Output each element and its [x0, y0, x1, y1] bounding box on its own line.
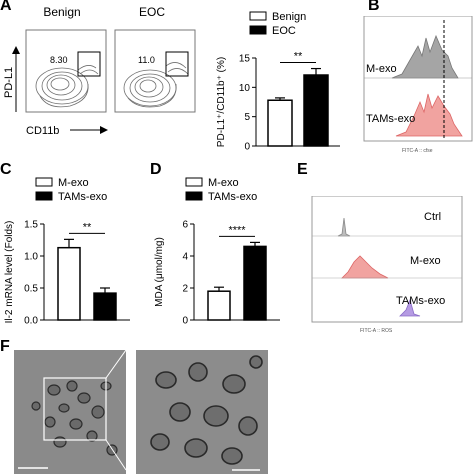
flow-title-benign: Benign — [43, 5, 80, 19]
legend-label-c-0: M-exo — [58, 177, 89, 189]
panel-label-e: E — [297, 161, 308, 178]
y-tick-label-c-2: 1.0 — [24, 252, 38, 263]
y-tick-label-c-1: 0.5 — [24, 284, 38, 295]
y-tick-label-d-1: 2 — [182, 284, 188, 295]
histogram-e-label-tams-exo: TAMs-exo — [396, 295, 445, 307]
histogram-m-exo — [391, 34, 459, 79]
panel-label-c: C — [0, 161, 12, 178]
histogram-e-m-exo — [341, 255, 389, 279]
flow-plot-benign — [25, 29, 107, 113]
bar-a-0 — [267, 99, 293, 147]
panel-label-d: D — [150, 161, 162, 178]
contour-eoc — [123, 62, 189, 108]
histogram-e: Ctrl M-exo TAMs-exo FITC-A :: ROS — [311, 196, 463, 334]
y-tick-label-c-0: 0.0 — [24, 316, 38, 327]
flow-xlabel: CD11b — [26, 125, 59, 137]
flow-title-eoc: EOC — [139, 5, 165, 19]
tem-particles-left — [14, 350, 126, 474]
legend-swatch-c-1 — [35, 191, 53, 201]
gate-value-eoc: 11.0 — [138, 55, 155, 65]
legend-swatch-d-0 — [185, 177, 203, 187]
y-axis-label-a: PD-L1⁺/CD11b⁺ (%) — [216, 57, 227, 147]
bar-chart-a: Benign EOC 0 5 10 15 PD-L1⁺/CD11b⁺ (%) ** — [216, 11, 340, 153]
y-tick-label-a-1: 5 — [244, 112, 250, 123]
significance-label-a: ** — [294, 51, 303, 63]
panel-label-f: F — [0, 338, 10, 355]
legend-swatch-a-0 — [249, 11, 267, 21]
y-tick-label-a-3: 15 — [239, 54, 251, 65]
significance-label-c: ** — [83, 221, 92, 233]
legend-swatch-d-1 — [185, 191, 203, 201]
contour-benign — [35, 65, 99, 108]
bar-c-1 — [93, 292, 117, 321]
y-tick-label-d-3: 6 — [182, 220, 188, 231]
flow-plot-eoc — [114, 29, 196, 113]
histogram-e-frame — [311, 196, 463, 323]
panel-label-b: B — [368, 0, 380, 14]
bar-d-0 — [207, 290, 231, 321]
y-tick-label-c-3: 1.5 — [24, 220, 38, 231]
bar-c-0 — [57, 246, 81, 321]
y-axis-label-d: MDA (μmol/mg) — [154, 237, 165, 307]
xlabel-arrowhead — [100, 126, 108, 134]
legend-label-a-0: Benign — [272, 11, 306, 23]
flow-ylabel: PD-L1 — [3, 67, 15, 98]
legend-label-d-0: M-exo — [208, 177, 239, 189]
y-axis-label-c: Il-2 mRNA level (Folds) — [4, 221, 15, 324]
histogram-e-tams-exo — [399, 298, 421, 317]
flow-cytometry-plots: Benign EOC 8.30 11.0 PD-L1 CD11b — [3, 5, 196, 137]
bar-chart-c: M-exo TAMs-exo 0.0 0.5 1.0 1.5 Il-2 mRNA level… — [4, 177, 130, 327]
bar-d-1 — [243, 245, 267, 321]
legend-label-a-1: EOC — [272, 25, 296, 37]
gate-benign — [77, 51, 101, 77]
y-tick-label-a-2: 10 — [239, 83, 251, 94]
gate-eoc — [165, 51, 189, 77]
histogram-e-axis-label: FITC-A :: ROS — [360, 328, 393, 334]
legend-swatch-a-1 — [249, 25, 267, 35]
histogram-b-label-tams-exo: TAMs-exo — [366, 113, 415, 125]
tem-particles-right — [136, 350, 268, 474]
y-tick-label-d-2: 4 — [182, 252, 188, 263]
histogram-e-label-ctrl: Ctrl — [424, 211, 441, 223]
histogram-e-label-m-exo: M-exo — [410, 255, 441, 267]
histogram-b-label-m-exo: M-exo — [366, 63, 397, 75]
legend-swatch-c-0 — [35, 177, 53, 187]
bar-a-1 — [303, 74, 329, 147]
legend-label-d-1: TAMs-exo — [208, 191, 257, 203]
histogram-b: M-exo TAMs-exo FITC-A :: cfse — [363, 16, 473, 154]
histogram-tams-exo — [395, 93, 463, 137]
tem-micrograph-left — [14, 350, 126, 474]
gate-value-benign: 8.30 — [50, 55, 68, 65]
tem-micrograph-right — [136, 350, 268, 474]
histogram-b-axis-label: FITC-A :: cfse — [402, 148, 433, 154]
y-tick-label-d-0: 0 — [182, 316, 188, 327]
y-tick-label-a-0: 0 — [244, 142, 250, 153]
panel-label-a: A — [0, 0, 12, 14]
bar-chart-d: M-exo TAMs-exo 0 2 4 6 MDA (μmol/mg) **** — [154, 177, 280, 327]
significance-label-d: **** — [228, 224, 246, 236]
ylabel-arrowhead — [12, 46, 20, 54]
legend-label-c-1: TAMs-exo — [58, 191, 107, 203]
